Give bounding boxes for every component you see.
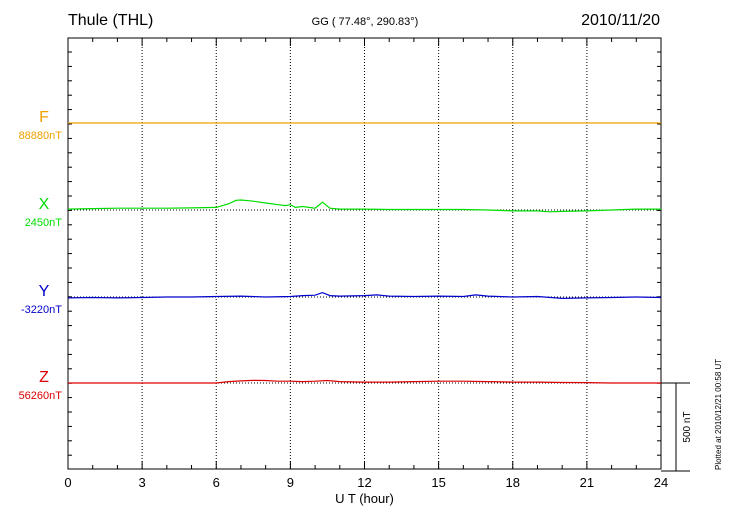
station-title: Thule (THL) — [68, 12, 154, 29]
x-tick-label: 15 — [431, 475, 445, 490]
x-tick-label: 24 — [654, 475, 668, 490]
series-baseline-f: 88880nT — [19, 130, 63, 142]
series-baseline-y: -3220nT — [21, 304, 62, 316]
plotted-timestamp: Plotted at 2010/12/21 00:58 UT — [714, 358, 723, 470]
series-baseline-x: 2450nT — [25, 217, 63, 229]
date-label: 2010/11/20 — [581, 12, 660, 29]
x-tick-label: 6 — [213, 475, 220, 490]
series-line-z — [68, 379, 661, 384]
geographic-coordinates: GG ( 77.48°, 290.83°) — [311, 16, 419, 28]
series-name-f: F — [39, 109, 49, 126]
series-name-z: Z — [39, 369, 49, 386]
x-tick-label: 21 — [580, 475, 594, 490]
x-tick-label: 12 — [357, 475, 371, 490]
x-tick-label: 0 — [64, 475, 71, 490]
x-tick-label: 9 — [287, 475, 294, 490]
series-name-y: Y — [39, 283, 50, 300]
series-baseline-z: 56260nT — [19, 390, 63, 402]
series-name-x: X — [39, 196, 50, 213]
series-line-x — [67, 199, 661, 213]
series-line-y — [67, 291, 662, 300]
scale-bar-label: 500 nT — [682, 411, 693, 442]
x-axis-label: U T (hour) — [335, 491, 394, 506]
x-tick-label: 3 — [139, 475, 146, 490]
x-tick-label: 18 — [506, 475, 520, 490]
